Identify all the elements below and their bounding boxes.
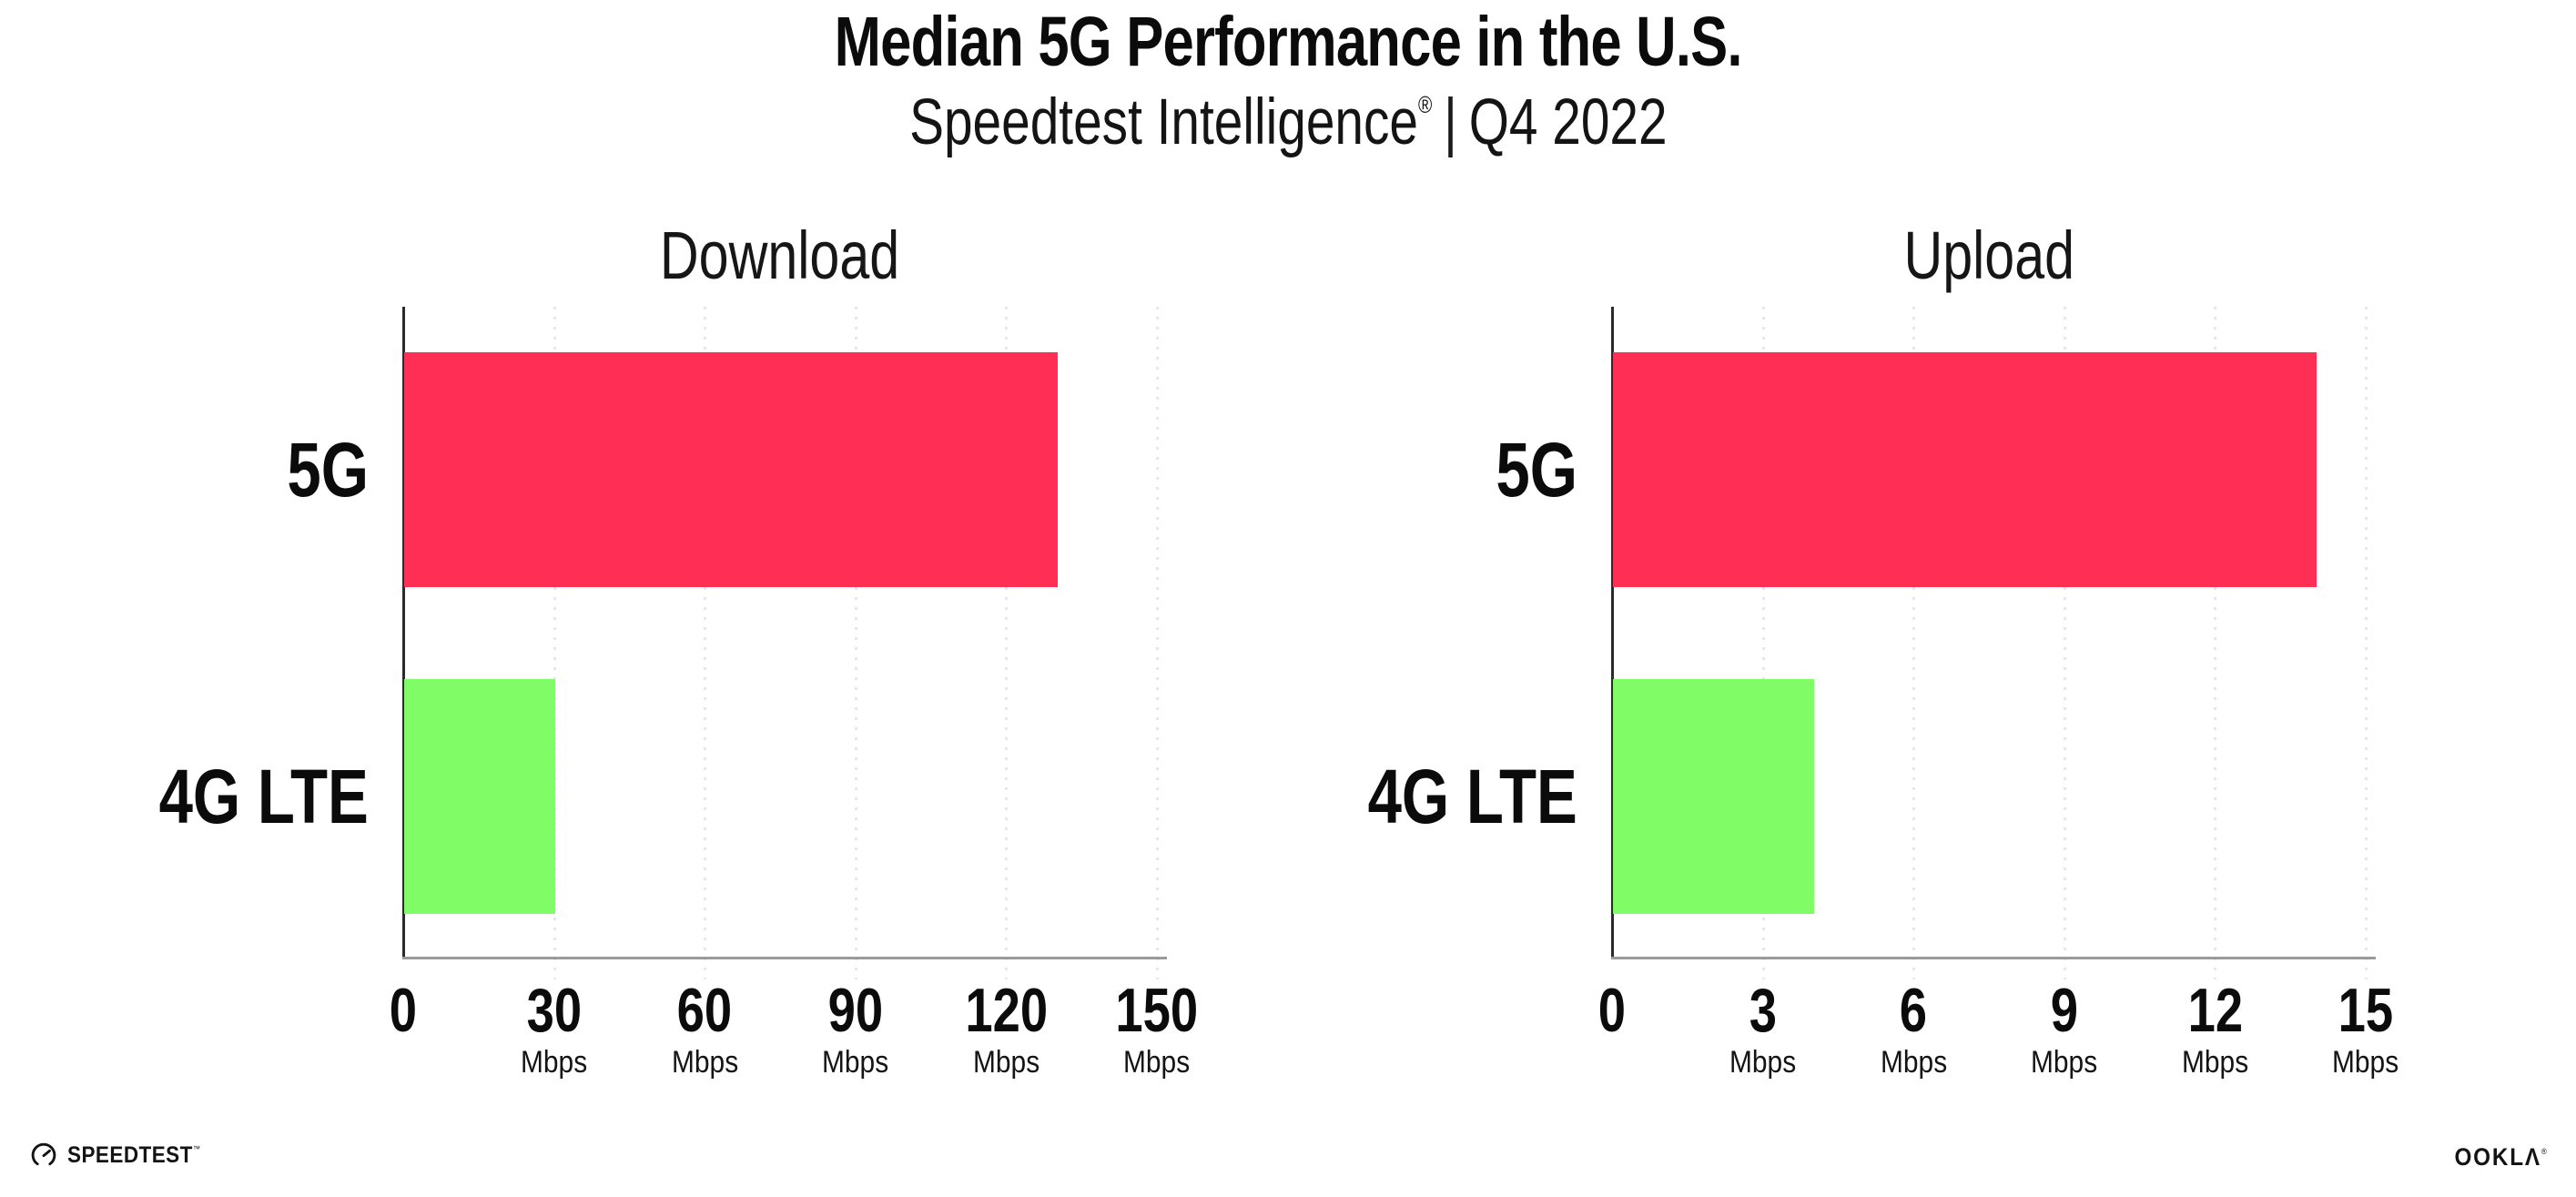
unit-label: Mbps (2332, 1045, 2399, 1080)
tick-value: 9 (2050, 976, 2078, 1045)
unit-label: Mbps (972, 1045, 1040, 1080)
tick-unit-30-download: Mbps (445, 1047, 664, 1078)
category-label-text: 5G (287, 427, 369, 512)
unit-label: Mbps (822, 1045, 889, 1080)
page-title: Median 5G Performance in the U.S. (834, 3, 1742, 81)
gauge-icon (31, 1142, 56, 1166)
gridline-90-download (854, 307, 857, 979)
tick-value: 60 (676, 976, 733, 1045)
tick-unit-60-download: Mbps (595, 1047, 814, 1078)
subtitle-period: Q4 2022 (1468, 86, 1668, 158)
tick-label-0-download: 0 (294, 979, 512, 1041)
bar-4g-lte-download (404, 679, 555, 914)
category-label-text: 5G (1496, 427, 1577, 512)
category-label-text: 4G LTE (1367, 754, 1577, 839)
tick-label-60-download: 60 (595, 979, 814, 1041)
tick-value: 120 (965, 976, 1048, 1045)
category-label-4g-lte-download: 4G LTE (0, 742, 369, 851)
unit-label: Mbps (1123, 1045, 1191, 1080)
tick-label-15-upload: 15 (2257, 979, 2475, 1041)
tick-unit-3-upload: Mbps (1654, 1047, 1872, 1078)
tick-unit-150-download: Mbps (1048, 1047, 1266, 1078)
tick-label-150-download: 150 (1048, 979, 1266, 1041)
tick-label-3-upload: 3 (1654, 979, 1872, 1041)
tick-unit-90-download: Mbps (746, 1047, 965, 1078)
tick-value: 15 (2338, 976, 2394, 1045)
registered-mark: ® (2541, 1147, 2549, 1156)
tick-unit-9-upload: Mbps (1955, 1047, 2174, 1078)
tick-label-12-upload: 12 (2105, 979, 2324, 1041)
tick-value: 150 (1115, 976, 1199, 1045)
tick-value: 30 (526, 976, 582, 1045)
bar-4g-lte-upload (1613, 679, 1814, 914)
y-axis-download (402, 307, 405, 959)
tick-value: 90 (827, 976, 884, 1045)
unit-label: Mbps (671, 1045, 738, 1080)
ookla-wordmark: OOKLΛ (2454, 1143, 2542, 1171)
unit-label: Mbps (2181, 1045, 2248, 1080)
tick-value: 3 (1749, 976, 1777, 1045)
page-subtitle: Speedtest Intelligence® | Q4 2022 (0, 86, 2576, 158)
gridline-120-download (1005, 307, 1009, 979)
chart-title-text: Upload (1903, 218, 2074, 293)
tick-value: 12 (2187, 976, 2243, 1045)
gridline-60-download (704, 307, 707, 979)
category-label-text: 4G LTE (158, 754, 369, 839)
gridline-30-download (553, 307, 556, 979)
tick-label-0-upload: 0 (1503, 979, 1721, 1041)
subtitle-brand: Speedtest Intelligence (908, 86, 1418, 158)
chart-title-text: Download (660, 218, 900, 293)
tick-label-9-upload: 9 (1955, 979, 2174, 1041)
unit-label: Mbps (1880, 1045, 1947, 1080)
tick-unit-15-upload: Mbps (2257, 1047, 2475, 1078)
category-label-4g-lte-upload: 4G LTE (1122, 742, 1577, 851)
speedtest-wordmark: SPEEDTEST™ (67, 1141, 201, 1168)
y-axis-upload (1611, 307, 1614, 959)
category-label-5g-download: 5G (0, 415, 369, 524)
category-label-5g-upload: 5G (1122, 415, 1577, 524)
tick-label-30-download: 30 (445, 979, 664, 1041)
trademark-mark: ™ (192, 1143, 201, 1153)
tick-label-90-download: 90 (746, 979, 965, 1041)
x-axis-download (402, 957, 1167, 959)
gridline-3-upload (1761, 307, 1765, 979)
tick-unit-12-upload: Mbps (2105, 1047, 2324, 1078)
registered-mark: ® (1417, 91, 1432, 118)
unit-label: Mbps (2031, 1045, 2098, 1080)
unit-label: Mbps (1729, 1045, 1797, 1080)
chart-title-upload: Upload (1476, 222, 2502, 289)
tick-value: 6 (1900, 976, 1928, 1045)
chart-title-download: Download (267, 222, 1293, 289)
tick-value: 0 (389, 976, 418, 1045)
bar-5g-download (404, 352, 1058, 587)
gridline-150-download (1156, 307, 1159, 979)
gridline-15-upload (2365, 307, 2368, 979)
speedtest-logo: SPEEDTEST™ (30, 1141, 216, 1169)
gridline-9-upload (2063, 307, 2066, 979)
tick-unit-120-download: Mbps (897, 1047, 1115, 1078)
unit-label: Mbps (521, 1045, 588, 1080)
ookla-logo: OOKLΛ® (2444, 1145, 2549, 1170)
tick-label-120-download: 120 (897, 979, 1115, 1041)
gridline-6-upload (1912, 307, 1916, 979)
tick-unit-6-upload: Mbps (1804, 1047, 2023, 1078)
tick-label-6-upload: 6 (1804, 979, 2023, 1041)
bar-5g-upload (1613, 352, 2317, 587)
gridline-12-upload (2214, 307, 2217, 979)
x-axis-upload (1611, 957, 2376, 959)
subtitle-separator: | (1443, 86, 1457, 158)
tick-value: 0 (1597, 976, 1627, 1045)
